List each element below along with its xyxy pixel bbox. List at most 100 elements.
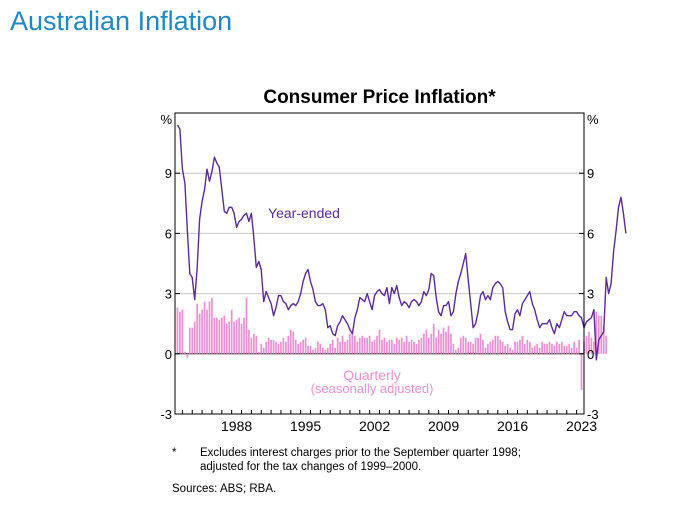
quarterly-bar: [193, 321, 196, 354]
year-ended-label: Year-ended: [268, 205, 340, 221]
quarterly-bar: [326, 347, 329, 354]
quarterly-bar: [477, 337, 479, 354]
quarterly-bar: [248, 329, 250, 354]
y-tick-label-left: 9: [165, 166, 172, 181]
quarterly-bar: [238, 317, 240, 354]
quarterly-bar: [413, 341, 415, 354]
quarterly-bar: [287, 335, 290, 354]
y-tick-label-right: 0: [587, 347, 594, 362]
x-tick-label: 2002: [359, 418, 390, 434]
quarterly-bar: [388, 339, 391, 354]
quarterly-bar: [496, 335, 499, 354]
quarterly-bar: [605, 335, 608, 354]
chart-title: Consumer Price Inflation*: [263, 87, 496, 108]
page-heading: Australian Inflation: [10, 6, 233, 36]
quarterly-bar: [339, 341, 341, 354]
y-tick-label-left: 6: [165, 226, 172, 241]
quarterly-bar: [511, 349, 514, 354]
quarterly-bar: [570, 347, 573, 354]
quarterly-bar: [563, 345, 566, 354]
quarterly-bar: [240, 323, 243, 354]
quarterly-bar: [459, 337, 462, 354]
quarterly-bar: [479, 333, 482, 354]
quarterly-bar: [418, 339, 420, 354]
quarterly-bar: [267, 337, 270, 354]
quarterly-bar: [575, 347, 578, 354]
quarterly-bar: [378, 329, 381, 354]
quarterly-label: Quarterly: [343, 367, 401, 383]
quarterly-bar: [546, 343, 548, 354]
y-tick-label-right: 3: [587, 287, 594, 302]
quarterly-bar: [307, 345, 309, 354]
quarterly-bar: [289, 329, 292, 354]
quarterly-bar: [427, 337, 430, 354]
quarterly-bar: [297, 343, 300, 354]
quarterly-bar: [568, 343, 571, 354]
quarterly-bar: [299, 341, 302, 354]
quarterly-bar: [331, 339, 334, 354]
quarterly-bar: [272, 339, 275, 354]
quarterly-bar: [509, 347, 511, 354]
quarterly-bar: [304, 337, 307, 354]
quarterly-bar: [250, 337, 253, 354]
quarterly-bar: [294, 339, 297, 354]
quarterly-bar: [245, 297, 248, 354]
quarterly-bar: [243, 317, 245, 354]
quarterly-bar: [556, 341, 558, 354]
quarterly-bar: [314, 347, 317, 354]
quarterly-sublabel: (seasonally adjusted): [311, 381, 434, 396]
quarterly-bar: [324, 349, 327, 354]
quarterly-bar: [386, 341, 388, 354]
quarterly-bar: [218, 319, 221, 354]
quarterly-bar: [341, 335, 344, 354]
quarterly-bar: [422, 333, 425, 354]
quarterly-bar: [573, 341, 576, 354]
footnote-text: Excludes interest charges prior to the S…: [200, 447, 521, 473]
y-tick-label-left: 3: [165, 287, 172, 302]
quarterly-bar: [494, 335, 497, 354]
y-tick-label-right: -3: [587, 407, 599, 422]
quarterly-bar: [491, 339, 494, 354]
quarterly-bar: [361, 335, 364, 354]
quarterly-bar: [501, 341, 504, 354]
quarterly-bar: [213, 317, 216, 354]
quarterly-bar: [588, 331, 590, 354]
quarterly-bar: [196, 303, 199, 354]
quarterly-bar: [280, 341, 282, 354]
x-tick-label: 1995: [290, 418, 321, 434]
quarterly-bar: [358, 337, 361, 354]
quarterly-bar: [484, 347, 487, 354]
quarterly-bar: [499, 339, 502, 354]
quarterly-bar: [203, 301, 206, 354]
quarterly-bar: [602, 325, 605, 354]
quarterly-bar: [447, 325, 450, 354]
quarterly-bar: [312, 349, 314, 354]
axis-ticks: [175, 172, 584, 415]
quarterly-bar: [349, 333, 351, 354]
quarterly-bar: [321, 347, 324, 354]
quarterly-bar: [181, 309, 184, 354]
quarterly-bar: [432, 323, 435, 354]
quarterly-bar: [455, 349, 457, 354]
quarterly-bar: [292, 331, 295, 354]
quarterly-bar: [309, 345, 312, 354]
quarterly-bar: [435, 337, 438, 354]
quarterly-bar: [257, 351, 260, 354]
quarterly-bar: [531, 347, 534, 354]
quarterly-bar: [516, 341, 519, 354]
quarterly-bar: [206, 309, 208, 354]
quarterly-bar: [191, 327, 194, 354]
quarterly-bar: [526, 339, 529, 354]
quarterly-bar: [351, 331, 354, 354]
right-unit-label: %: [587, 112, 599, 127]
quarterly-bar: [353, 335, 356, 354]
quarterly-bar: [551, 343, 553, 354]
quarterly-bar: [179, 311, 181, 354]
quarterly-bar: [270, 339, 272, 354]
quarterly-bar: [474, 337, 477, 354]
quarterly-bar: [558, 343, 561, 354]
quarterly-bar: [420, 337, 423, 354]
quarterly-bar: [514, 341, 516, 354]
quarterly-bar: [528, 341, 531, 354]
